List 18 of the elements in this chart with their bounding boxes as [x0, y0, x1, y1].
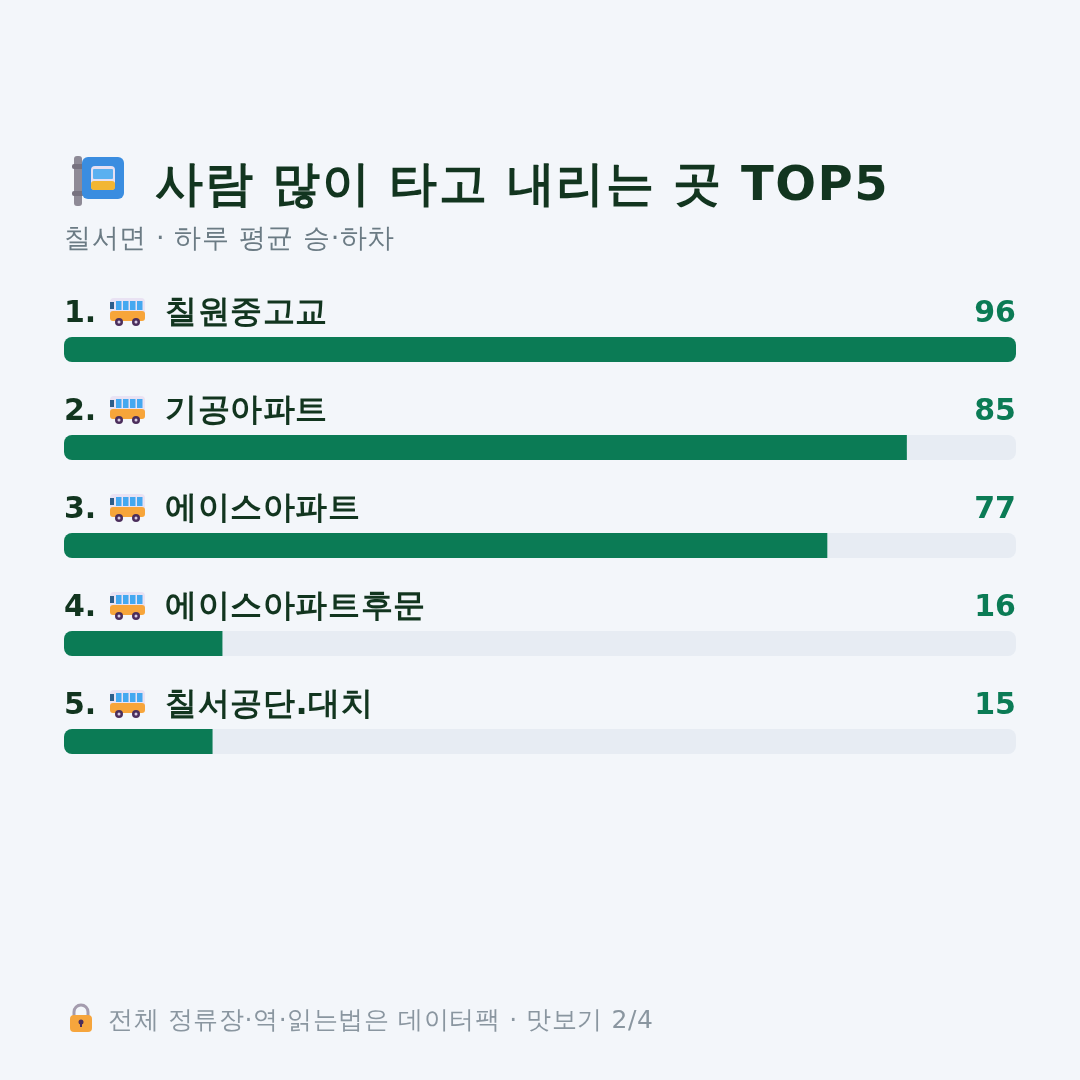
category-rank: 5. [64, 686, 97, 721]
data-label: 77 [974, 490, 1016, 525]
category-rank: 1. [64, 294, 97, 329]
data-label: 96 [974, 294, 1016, 329]
data-label: 15 [974, 686, 1016, 721]
category: 칠원중고교 [165, 292, 328, 330]
category-rank: 4. [64, 588, 97, 623]
category-rank: 2. [64, 392, 97, 427]
annotation: 전체 정류장·역·읽는법은 데이터팩 · 맛보기 2/4 [108, 1005, 654, 1034]
title: 사람 많이 타고 내리는 곳 TOP5 [155, 155, 890, 211]
category: 에이스아파트 [165, 488, 361, 526]
subtitle: 칠서면 · 하루 평균 승·하차 [64, 222, 396, 253]
category: 에이스아파트후문 [165, 586, 426, 624]
data-label: 16 [974, 588, 1016, 623]
category: 칠서공단.대치 [165, 684, 374, 722]
category: 기공아파트 [165, 390, 328, 428]
category-rank: 3. [64, 490, 97, 525]
data-label: 85 [974, 392, 1016, 427]
